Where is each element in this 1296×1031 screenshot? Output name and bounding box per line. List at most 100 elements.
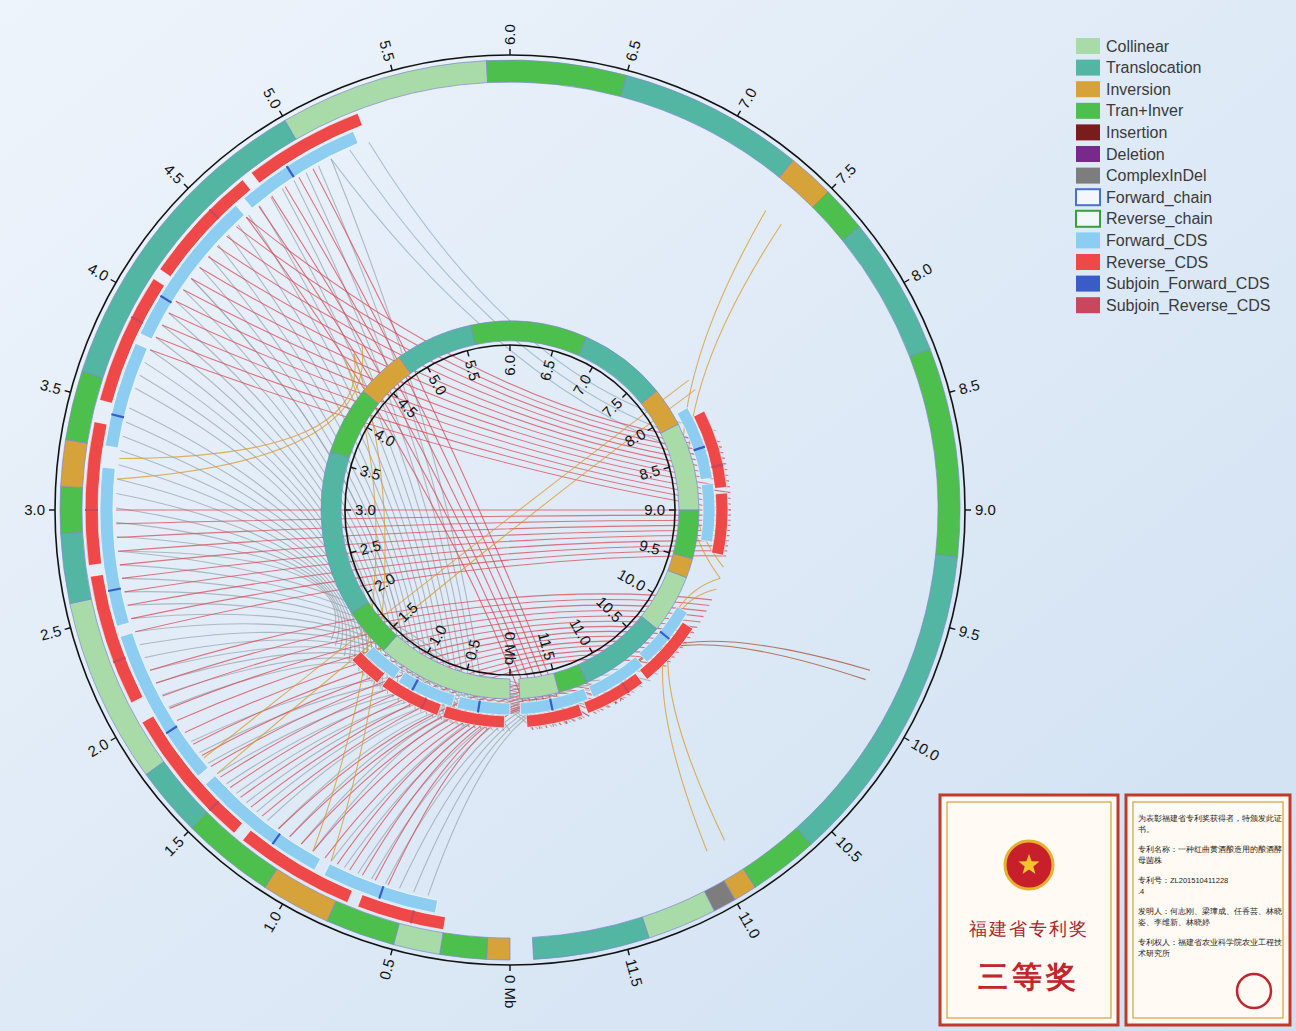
cds-block xyxy=(352,652,385,683)
tick-label: 10.0 xyxy=(615,565,649,594)
tick xyxy=(509,965,510,971)
certificate-text: 专利权人：福建省农业科学院农业工程技术研究所 xyxy=(1138,938,1282,958)
subjoin-cds xyxy=(379,886,383,898)
segment xyxy=(519,673,559,699)
tick xyxy=(648,590,653,593)
link xyxy=(246,217,533,730)
cds-block xyxy=(90,574,143,702)
tick xyxy=(351,467,357,469)
link xyxy=(272,196,547,728)
tick xyxy=(904,280,909,283)
link xyxy=(116,494,350,662)
legend: CollinearTranslocationInversionTran+Inve… xyxy=(1076,38,1271,315)
certificate-text: 发明人：何志刚、梁璋成、任香芸、林晓姿、李维新、林晓婷 xyxy=(1138,907,1282,927)
link xyxy=(122,536,730,579)
tick-label: 5.0 xyxy=(260,85,285,112)
link xyxy=(116,508,347,656)
tick xyxy=(467,351,469,357)
legend-label: Forward_CDS xyxy=(1106,232,1207,250)
tick-label: 4.0 xyxy=(85,259,112,284)
tick-label: 10.5 xyxy=(593,593,626,626)
tick-label: 7.0 xyxy=(735,85,760,112)
tick xyxy=(391,949,393,955)
certificate-frame xyxy=(940,795,1118,1025)
link xyxy=(191,673,589,741)
legend-label: Subjoin_Reverse_CDS xyxy=(1106,297,1271,315)
legend-swatch xyxy=(1076,60,1100,76)
legend-label: Collinear xyxy=(1106,38,1170,55)
link xyxy=(313,692,610,851)
tick-label: 11.5 xyxy=(622,957,646,989)
link xyxy=(150,350,377,687)
tick xyxy=(280,904,283,909)
tick xyxy=(669,509,675,510)
tick xyxy=(965,509,971,510)
certificate-title: 福建省专利奖 xyxy=(969,919,1089,939)
segment xyxy=(554,664,587,692)
link xyxy=(301,689,617,844)
tick xyxy=(648,428,653,431)
link xyxy=(128,546,728,606)
legend-swatch xyxy=(1076,297,1100,313)
subjoin-cds xyxy=(660,631,669,639)
legend-label: Insertion xyxy=(1106,124,1167,141)
tick-label: 6.5 xyxy=(536,358,558,383)
cds-block xyxy=(711,493,728,555)
cds-block xyxy=(243,830,353,902)
tick xyxy=(391,65,393,71)
legend-swatch xyxy=(1076,211,1100,227)
subjoin-cds xyxy=(131,317,143,323)
certificate-text: 专利名称：一种红曲黄酒酿造用的酿酒酵母菌株 xyxy=(1138,845,1282,865)
certificate-award: 三等奖 xyxy=(978,960,1080,993)
legend-swatch xyxy=(1076,81,1100,97)
link xyxy=(414,698,609,892)
tick-label: 5.5 xyxy=(462,358,484,383)
legend-swatch xyxy=(1076,254,1100,270)
link xyxy=(259,206,540,729)
tick-label: 8.5 xyxy=(957,376,982,398)
link xyxy=(116,522,343,650)
tick xyxy=(345,509,351,510)
circos: 0 Mb0.51.01.52.02.53.03.54.04.55.05.56.0… xyxy=(24,24,996,1008)
segment xyxy=(579,337,657,403)
tick-label: 7.5 xyxy=(833,160,860,187)
link xyxy=(350,150,722,447)
legend-swatch xyxy=(1076,276,1100,292)
legend-label: Deletion xyxy=(1106,146,1165,163)
tick-label: 4.0 xyxy=(372,425,399,450)
tick-label: 10.0 xyxy=(909,735,943,764)
tick xyxy=(551,351,553,357)
tick xyxy=(622,393,626,397)
axis-line xyxy=(345,345,675,675)
axes: 0 Mb0.51.01.52.02.53.03.54.04.55.05.56.0… xyxy=(24,24,996,1008)
tick xyxy=(351,551,357,553)
tick-label: 6.5 xyxy=(622,38,644,63)
tick xyxy=(393,393,397,397)
seal xyxy=(1237,974,1271,1008)
tick xyxy=(664,467,670,469)
tick xyxy=(509,49,510,55)
legend-swatch xyxy=(1076,232,1100,248)
link xyxy=(337,699,596,864)
tick-label: 6.0 xyxy=(501,355,518,376)
subjoin-cds xyxy=(412,680,418,691)
tick xyxy=(738,111,741,116)
subjoin-cds xyxy=(421,698,426,709)
tick xyxy=(184,832,188,836)
certificate-border xyxy=(1133,802,1283,1018)
legend-swatch xyxy=(1076,146,1100,162)
link xyxy=(162,325,731,498)
outer-genome xyxy=(60,60,960,960)
segment xyxy=(471,321,587,356)
legend-swatch xyxy=(1076,124,1100,140)
legend-label: Inversion xyxy=(1106,81,1171,98)
link xyxy=(400,694,618,888)
tick-label: 4.5 xyxy=(395,394,422,421)
tick-label: 11.5 xyxy=(535,630,559,662)
legend-swatch xyxy=(1076,103,1100,119)
cds-block xyxy=(694,411,727,488)
tick xyxy=(49,509,55,510)
link xyxy=(236,227,722,448)
legend-label: Translocation xyxy=(1106,59,1201,76)
certificate-border xyxy=(947,802,1111,1018)
